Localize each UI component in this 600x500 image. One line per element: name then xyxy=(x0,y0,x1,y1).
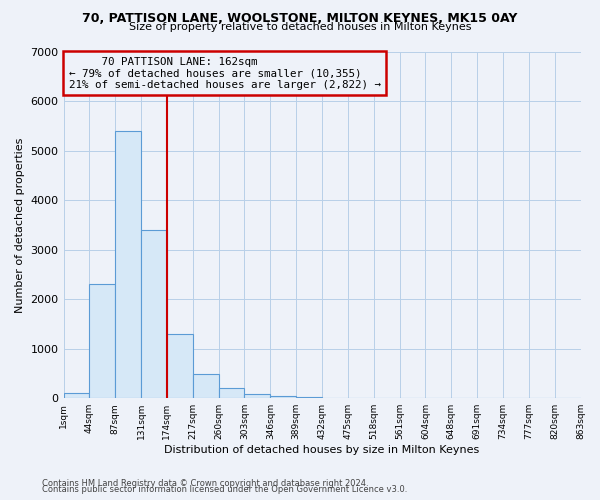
Bar xyxy=(89,284,115,398)
Bar xyxy=(115,130,141,398)
Bar xyxy=(167,334,193,398)
Bar xyxy=(244,394,271,398)
Text: Size of property relative to detached houses in Milton Keynes: Size of property relative to detached ho… xyxy=(129,22,471,32)
Y-axis label: Number of detached properties: Number of detached properties xyxy=(15,137,25,312)
Bar xyxy=(193,374,218,398)
Bar xyxy=(141,230,167,398)
Bar xyxy=(218,388,244,398)
X-axis label: Distribution of detached houses by size in Milton Keynes: Distribution of detached houses by size … xyxy=(164,445,479,455)
Bar xyxy=(64,394,89,398)
Text: 70 PATTISON LANE: 162sqm
← 79% of detached houses are smaller (10,355)
21% of se: 70 PATTISON LANE: 162sqm ← 79% of detach… xyxy=(69,56,381,90)
Bar xyxy=(271,396,296,398)
Text: Contains public sector information licensed under the Open Government Licence v3: Contains public sector information licen… xyxy=(42,485,407,494)
Text: Contains HM Land Registry data © Crown copyright and database right 2024.: Contains HM Land Registry data © Crown c… xyxy=(42,478,368,488)
Text: 70, PATTISON LANE, WOOLSTONE, MILTON KEYNES, MK15 0AY: 70, PATTISON LANE, WOOLSTONE, MILTON KEY… xyxy=(82,12,518,26)
Bar xyxy=(296,397,322,398)
